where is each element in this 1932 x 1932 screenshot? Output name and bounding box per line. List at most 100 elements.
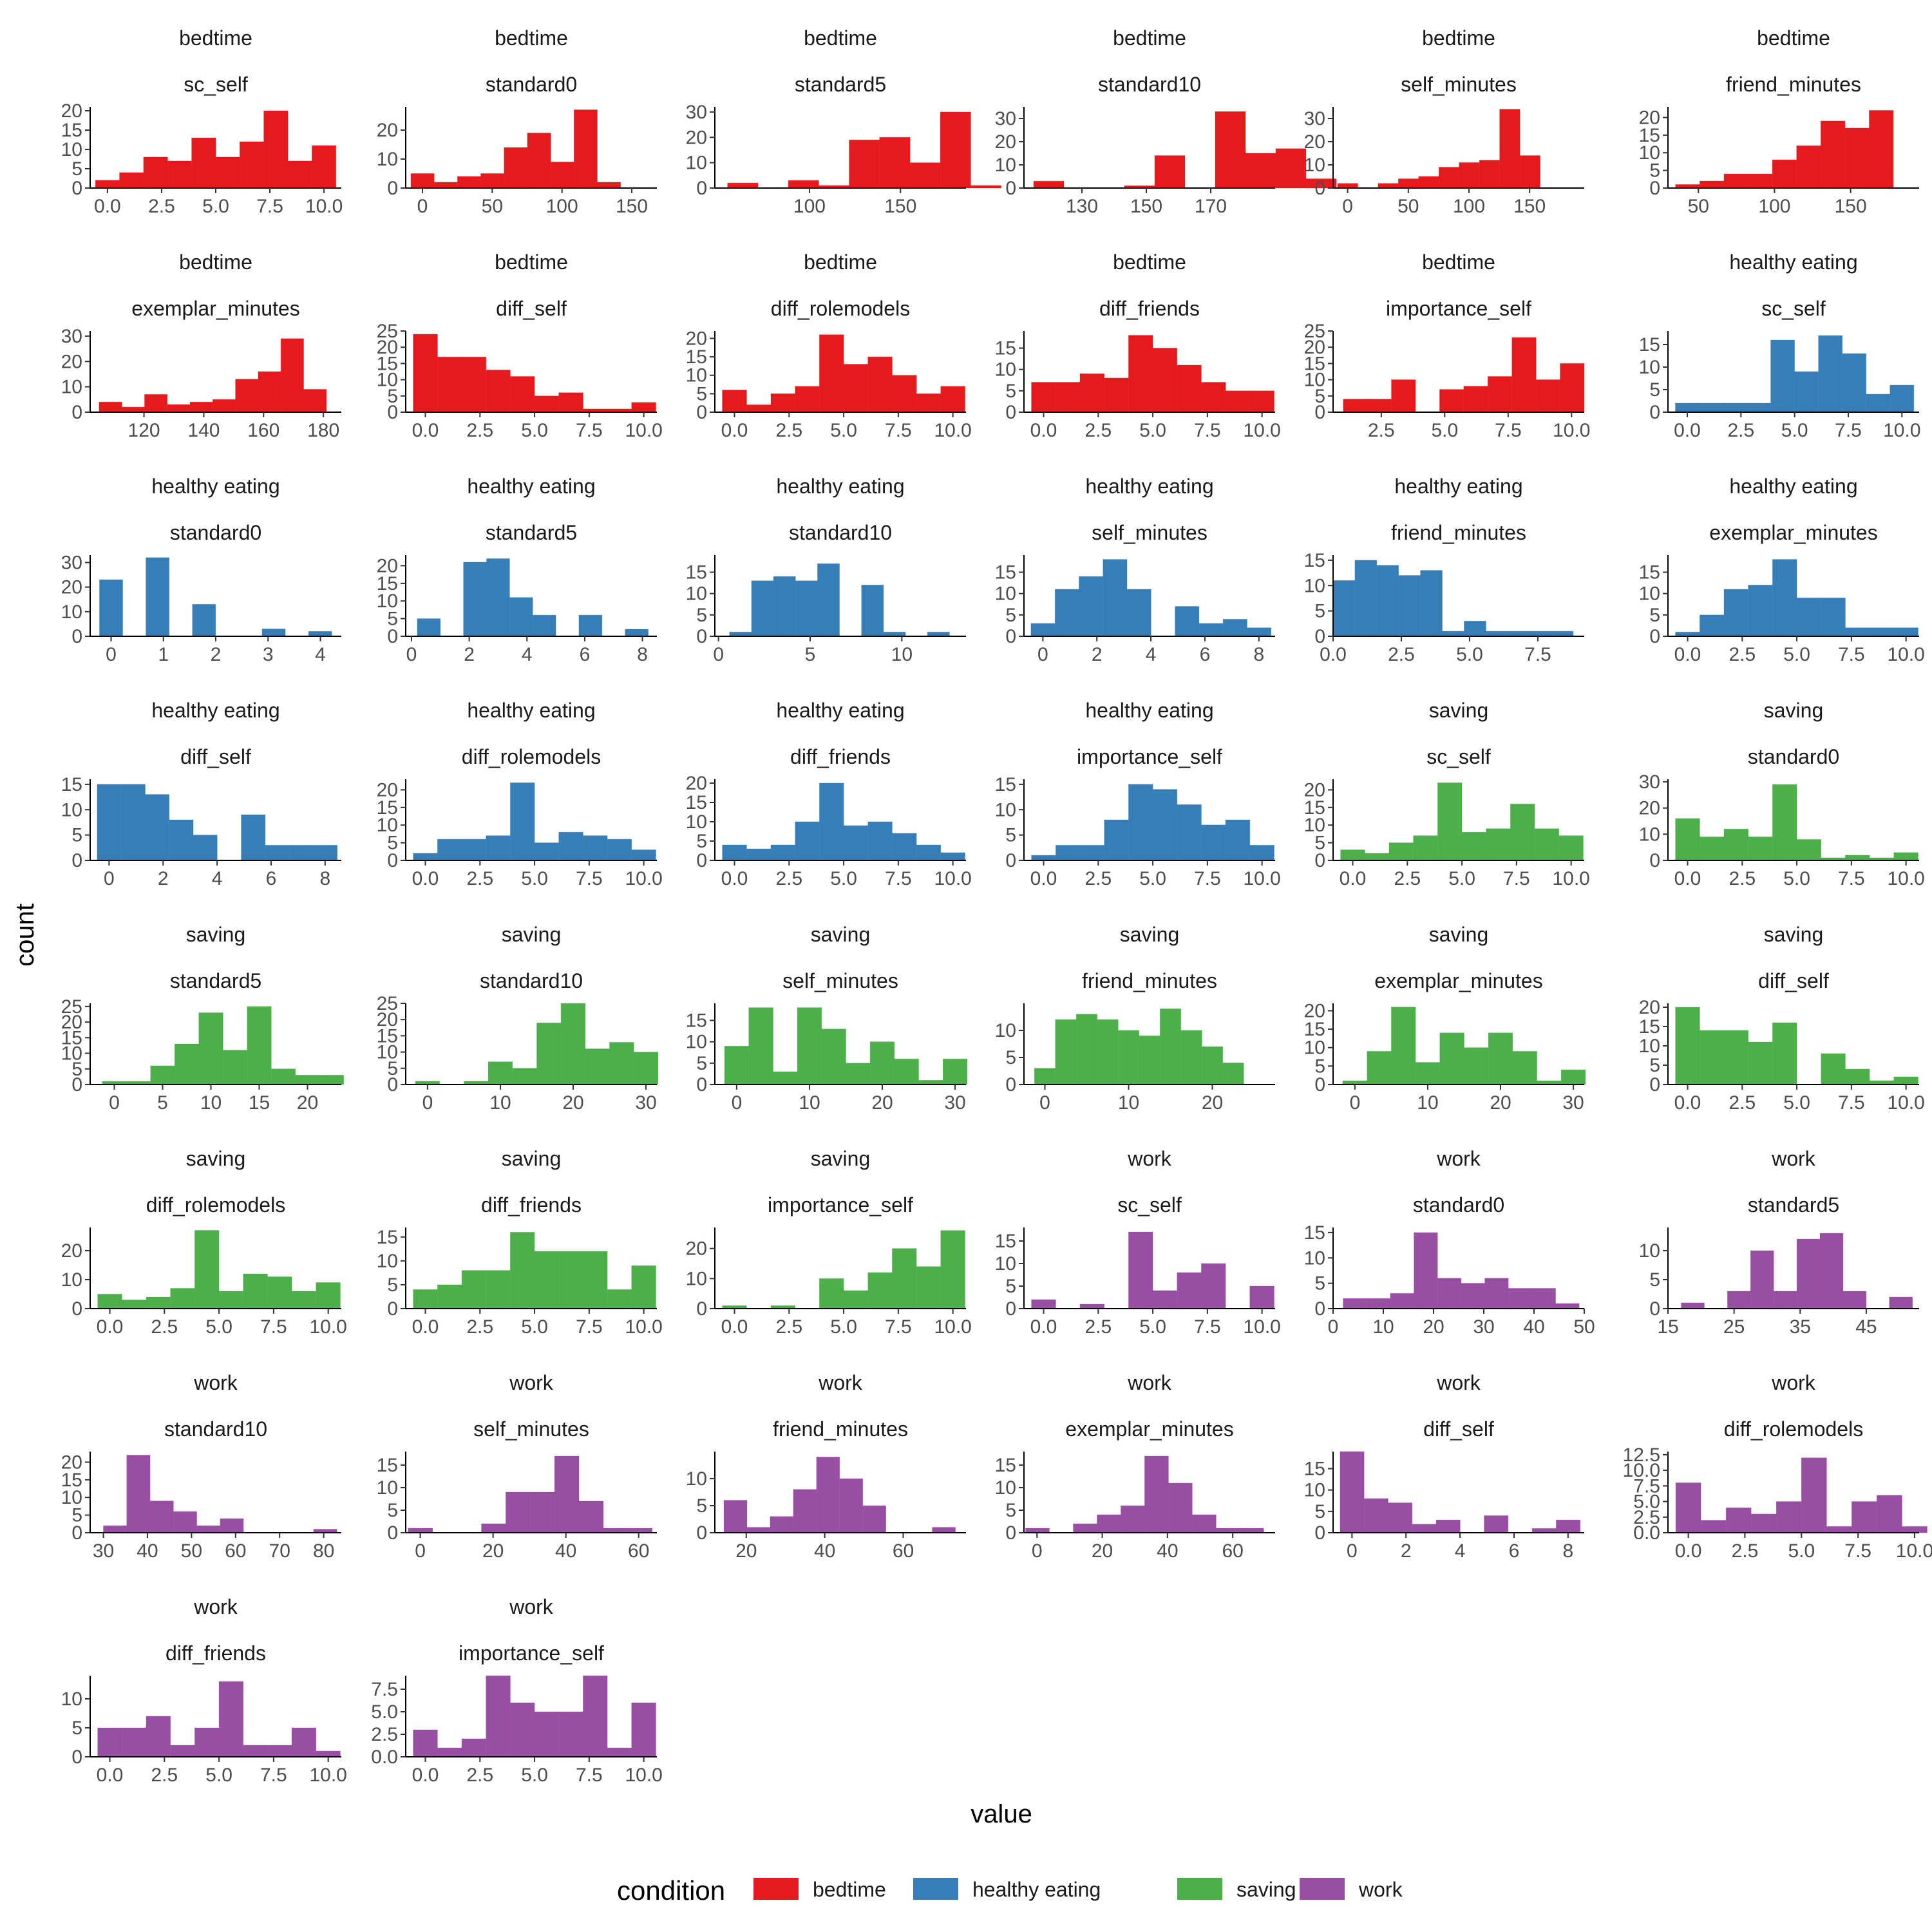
histogram-bar (861, 584, 884, 637)
x-tick-label: 30 (1562, 1092, 1584, 1113)
histogram-bar (1486, 828, 1511, 861)
histogram-bar (916, 393, 942, 413)
histogram-bar (97, 1294, 122, 1309)
histogram-bar (1177, 365, 1202, 413)
y-tick-label: 7.5 (371, 1679, 398, 1700)
histogram-bar (1529, 630, 1552, 637)
x-tick-label: 10.0 (934, 868, 971, 889)
y-tick-label: 30 (61, 326, 82, 347)
x-tick-label: 10.0 (1896, 1540, 1932, 1562)
histogram-bar (1463, 1047, 1489, 1085)
histogram-bar (486, 558, 510, 637)
facet-panel: bedtime standard0 0 50 100 150 0 10 20 (377, 26, 657, 217)
x-tick-label: 10.0 (309, 1765, 346, 1786)
x-tick-label: 10.0 (1887, 868, 1924, 889)
y-tick-label: 0 (1314, 626, 1325, 647)
facet-strip-condition: bedtime (1422, 251, 1495, 274)
y-tick-label: 15 (377, 573, 398, 594)
facet-strip-variable: standard5 (795, 73, 886, 96)
histogram-bar (536, 1022, 562, 1085)
y-tick-label: 0 (387, 178, 398, 199)
histogram-bar (1560, 1069, 1586, 1085)
histogram-bar (1079, 1303, 1105, 1309)
histogram-bar (192, 603, 216, 637)
histogram-bar (1773, 1291, 1797, 1309)
histogram-bar (1152, 348, 1178, 413)
x-tick-label: 40 (555, 1540, 576, 1562)
x-tick-label: 2 (158, 868, 169, 889)
y-tick-label: 0 (696, 402, 707, 423)
histogram-bar (1796, 1238, 1821, 1309)
x-tick-label: 10.0 (625, 868, 662, 889)
histogram-bar (1748, 836, 1773, 861)
histogram-bar (1675, 818, 1700, 861)
x-tick-label: 45 (1855, 1316, 1877, 1338)
histogram-bar (821, 1028, 846, 1085)
legend-title: condition (617, 1875, 725, 1906)
x-tick-label: 40 (1523, 1316, 1544, 1338)
x-tick-label: 2.5 (151, 1765, 178, 1786)
facet-strip-variable: exemplar_minutes (1374, 969, 1542, 992)
facet-strip-condition: saving (1764, 923, 1824, 946)
x-tick-label: 0.0 (721, 420, 748, 441)
y-tick-label: 5 (1649, 1269, 1660, 1291)
histogram-bar (773, 576, 796, 637)
y-tick-label: 0 (1649, 402, 1660, 423)
x-tick-label: 60 (893, 1540, 914, 1562)
facet-panel: bedtime standard5 100 150 0 10 20 30 (686, 26, 1002, 217)
y-tick-label: 20 (61, 351, 82, 372)
histogram-bar (582, 1251, 608, 1309)
x-tick-label: 2.5 (1084, 1316, 1112, 1338)
histogram-bar (1770, 339, 1795, 413)
histogram-bar (150, 1065, 175, 1085)
x-tick-label: 0 (713, 644, 724, 665)
y-tick-label: 15 (686, 792, 707, 813)
facet-panel: healthy eating importance_self 0.0 2.5 5.0 7.… (995, 699, 1281, 889)
y-tick-label: 0 (696, 626, 707, 647)
facet-strip-condition: healthy eating (151, 475, 279, 498)
histogram-bar (1675, 1007, 1700, 1085)
histogram-bar (270, 1068, 296, 1085)
y-tick-label: 12.5 (1623, 1444, 1660, 1466)
y-tick-label: 5 (387, 386, 398, 407)
histogram-bar (582, 835, 608, 861)
y-tick-label: 0 (71, 1747, 82, 1768)
y-tick-label: 15 (377, 1025, 398, 1046)
x-tick-label: 10.0 (934, 1316, 971, 1338)
y-tick-label: 5 (1005, 1500, 1016, 1521)
histogram-bar (1200, 1263, 1226, 1309)
facet-panel: healthy eating diff_self 0 2 4 6 8 0 5 10 15 (61, 699, 341, 889)
histogram-bar (1507, 630, 1530, 637)
x-tick-label: 140 (187, 420, 220, 441)
histogram-bar (862, 1505, 887, 1533)
facet-strip-variable: exemplar_minutes (1065, 1417, 1233, 1441)
histogram-bar (1821, 1053, 1846, 1085)
histogram-bar (1391, 379, 1416, 413)
histogram-bar (170, 1745, 195, 1757)
x-tick-label: 7.5 (1838, 644, 1865, 665)
histogram-bar (1343, 399, 1368, 413)
x-tick-label: 2.5 (1727, 420, 1754, 441)
histogram-bar (189, 401, 213, 413)
x-tick-label: 7.5 (1495, 420, 1522, 441)
histogram-bar (1222, 1062, 1244, 1085)
x-tick-label: 30 (944, 1092, 965, 1113)
histogram-bar (509, 1702, 535, 1757)
x-tick-label: 4 (315, 644, 326, 665)
histogram-bar (99, 401, 122, 413)
histogram-bar (534, 395, 560, 413)
x-tick-label: 2.5 (466, 420, 493, 441)
histogram-bar (437, 1284, 462, 1309)
y-tick-label: 20 (61, 1452, 82, 1473)
y-axis-title: count (11, 904, 39, 967)
histogram-bar (413, 1729, 438, 1757)
histogram-bar (1699, 1030, 1725, 1085)
histogram-bar (1034, 1068, 1056, 1085)
histogram-bar (1275, 148, 1307, 189)
y-tick-label: 0 (1314, 178, 1325, 199)
x-tick-label: 30 (1473, 1316, 1494, 1338)
